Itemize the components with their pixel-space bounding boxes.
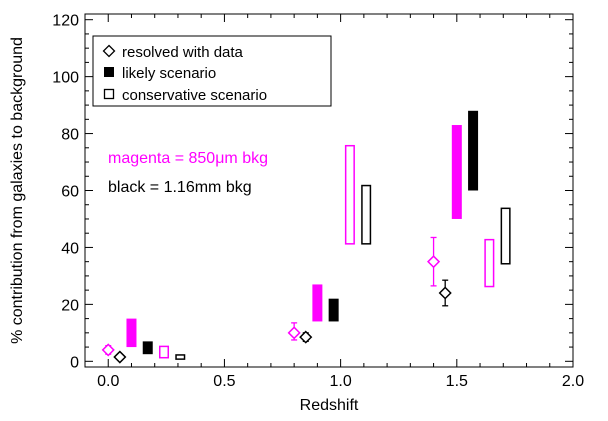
conservative-scenario-bar [500,207,511,265]
conservative-scenario-bar [159,345,170,359]
resolved-point [113,350,127,364]
y-axis-label: % contribution from galaxies to backgrou… [9,37,26,344]
chart-marks [101,110,511,364]
y-tick-label: 80 [61,127,79,144]
x-tick-label: 2.0 [562,373,584,390]
resolved-point [101,343,115,357]
legend-label-conservative: conservative scenario [122,87,267,104]
annotation-1mm: black = 1.16mm bkg [108,179,252,196]
likely-scenario-bar [451,125,462,219]
resolved-point [299,330,313,344]
x-axis-ticks: 0.0 0.5 1.0 1.5 2.0 [84,14,584,390]
resolved-point [427,255,441,269]
likely-scenario-bar [126,318,137,348]
likely-scenario-bar [468,110,479,191]
x-tick-label: 1.5 [446,373,468,390]
y-tick-label: 60 [61,184,79,201]
x-axis-label: Redshift [300,397,359,414]
y-tick-label: 100 [52,70,79,87]
x-tick-label: 0.0 [97,373,119,390]
legend-label-resolved: resolved with data [122,44,244,61]
legend-diamond-icon [102,44,116,58]
legend-label-likely: likely scenario [122,65,216,82]
y-axis-ticks: 0 20 40 60 80 100 120 [52,13,573,371]
legend-open-rect-icon [103,88,115,100]
likely-scenario-bar [142,341,153,355]
legend-filled-rect-icon [104,67,114,77]
conservative-scenario-bar [175,354,186,360]
y-tick-label: 40 [61,240,79,257]
y-tick-label: 120 [52,13,79,30]
conservative-scenario-bar [484,238,495,288]
resolved-point [287,326,301,340]
y-tick-label: 20 [61,297,79,314]
likely-scenario-bar [312,284,323,322]
legend-box [92,35,332,107]
y-tick-label: 0 [70,354,79,371]
x-tick-label: 0.5 [213,373,235,390]
resolved-point [438,286,452,300]
conservative-scenario-bar [344,144,355,245]
x-tick-label: 1.0 [329,373,351,390]
likely-scenario-bar [328,298,339,322]
legend: resolved with data likely scenario conse… [92,35,332,107]
annotation-850um: magenta = 850μm bkg [108,150,268,167]
conservative-scenario-bar [361,184,372,245]
